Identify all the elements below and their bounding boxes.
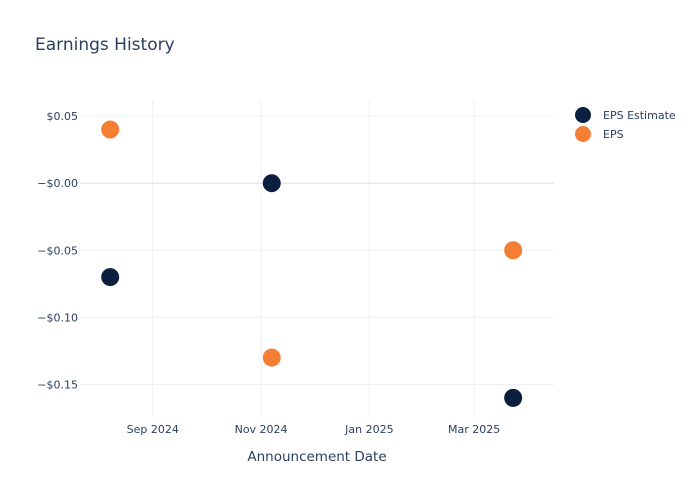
data-points <box>101 120 523 407</box>
legend-marker <box>575 107 591 123</box>
eps-estimate-point[interactable] <box>504 388 523 407</box>
eps-point[interactable] <box>262 348 281 367</box>
x-tick-label: Nov 2024 <box>235 423 288 436</box>
grid-lines <box>80 100 554 418</box>
eps-estimate-point[interactable] <box>262 174 281 193</box>
legend-item-eps-estimate[interactable]: EPS Estimate <box>575 107 676 123</box>
y-tick-label: −$0.10 <box>37 311 78 324</box>
x-axis-title: Announcement Date <box>247 449 386 465</box>
legend-label: EPS Estimate <box>603 109 676 122</box>
legend-label: EPS <box>603 128 624 141</box>
y-axis-ticks: $0.05 −$0.00 −$0.05 −$0.10 −$0.15 <box>37 110 78 391</box>
y-tick-label: −$0.00 <box>37 177 78 190</box>
eps-estimate-point[interactable] <box>101 268 120 287</box>
legend-item-eps[interactable]: EPS <box>575 126 624 142</box>
chart-title: Earnings History <box>35 35 175 55</box>
x-tick-label: Sep 2024 <box>127 423 179 436</box>
x-tick-label: Jan 2025 <box>344 423 393 436</box>
legend[interactable]: EPS Estimate EPS <box>575 107 676 142</box>
y-tick-label: −$0.15 <box>37 378 78 391</box>
eps-point[interactable] <box>504 241 523 260</box>
x-axis-ticks: Sep 2024 Nov 2024 Jan 2025 Mar 2025 <box>127 423 501 436</box>
legend-marker <box>575 126 591 142</box>
y-tick-label: −$0.05 <box>37 244 78 257</box>
y-tick-label: $0.05 <box>47 110 79 123</box>
eps-point[interactable] <box>101 120 120 139</box>
x-tick-label: Mar 2025 <box>448 423 500 436</box>
